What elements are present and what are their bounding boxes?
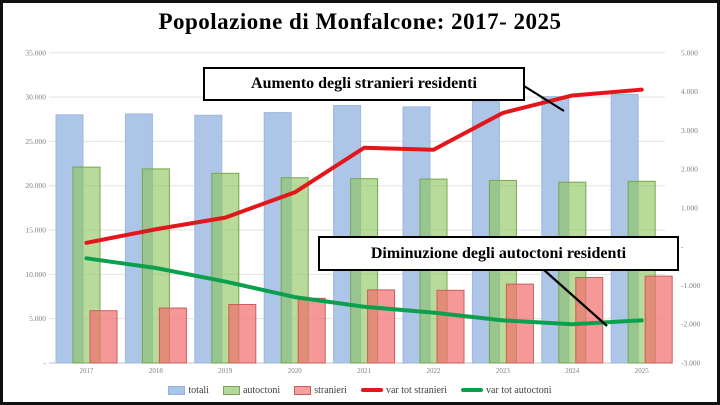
- left-axis-tick-label: 15.000: [25, 226, 46, 235]
- left-axis-tick-label: 30.000: [25, 93, 46, 102]
- right-axis-tick-label: -1.000: [681, 281, 701, 290]
- annotation-diminuzione-autoctoni-text: Diminuzione degli autoctoni residenti: [370, 244, 627, 262]
- annotation-aumento-stranieri-text: Aumento degli stranieri residenti: [251, 75, 477, 92]
- x-axis-label-2025: 2025: [635, 367, 650, 375]
- left-axis-tick-label: 25.000: [25, 137, 46, 146]
- x-axis-label-2024: 2024: [565, 367, 580, 375]
- legend-label: autoctoni: [242, 384, 281, 396]
- right-axis-tick-label: 4.000: [681, 87, 698, 96]
- connector-diminuzione-autoctoni: [543, 269, 608, 327]
- bar-stranieri-2022: [436, 289, 465, 364]
- left-axis-tick-label: -: [44, 359, 47, 368]
- right-axis-tick-label: -3.000: [681, 359, 701, 368]
- bar-stranieri-2020: [297, 297, 326, 364]
- bar-stranieri-2025: [644, 275, 673, 364]
- legend-label: var tot stranieri: [385, 384, 448, 396]
- legend-swatch-var-tot-stranieri: [360, 388, 383, 392]
- left-axis-tick-label: 5.000: [29, 314, 46, 323]
- left-axis-tick-label: 35.000: [25, 48, 46, 57]
- legend-item-autoctoni: autoctoni: [222, 384, 281, 396]
- x-axis-label-2021: 2021: [357, 367, 372, 375]
- bar-stranieri-2019: [228, 304, 257, 364]
- legend-item-stranieri: stranieri: [294, 385, 347, 396]
- x-axis-label-2017: 2017: [80, 367, 95, 375]
- legend-swatch-var-tot-autoctoni: [461, 388, 484, 392]
- legend-label: stranieri: [314, 384, 347, 396]
- legend-swatch-autoctoni: [222, 385, 240, 395]
- right-axis-tick-label: 5.000: [681, 48, 698, 57]
- bar-stranieri-2017: [89, 310, 118, 364]
- legend-item-var-tot-stranieri: var tot stranieri: [360, 384, 448, 396]
- annotation-diminuzione-autoctoni: Diminuzione degli autoctoni residenti: [318, 236, 679, 271]
- x-axis-label-2019: 2019: [218, 367, 233, 375]
- legend-item-totali: totali: [168, 385, 209, 396]
- connector-aumento-stranieri: [523, 85, 565, 112]
- x-axis-label-2022: 2022: [427, 367, 442, 375]
- chart-legend: totali autoctoni stranieri var tot stranier…: [3, 379, 717, 401]
- x-axis-label-2023: 2023: [496, 367, 511, 375]
- chart-title: Popolazione di Monfalcone: 2017- 2025: [158, 9, 562, 34]
- legend-item-var-tot-autoctoni: var tot autoctoni: [461, 385, 552, 396]
- x-axis-label-2020: 2020: [288, 367, 303, 375]
- chart-canvas: 35.000 30.000 25.000 20.000 15.000 10.000 5.00…: [25, 48, 701, 375]
- right-axis-tick-label: -: [681, 242, 684, 251]
- legend-swatch-stranieri: [294, 385, 312, 395]
- right-axis-tick-label: 3.000: [681, 126, 698, 135]
- legend-label: totali: [188, 384, 209, 396]
- legend-swatch-totali: [168, 385, 186, 395]
- bar-stranieri-2021: [367, 289, 396, 364]
- x-axis-label-2018: 2018: [149, 367, 164, 375]
- right-axis-tick-label: 1.000: [681, 203, 698, 212]
- legend-label: var tot autoctoni: [486, 384, 552, 396]
- right-axis-tick-label: -2.000: [681, 320, 701, 329]
- right-axis-tick-label: 2.000: [681, 165, 698, 174]
- annotation-aumento-stranieri: Aumento degli stranieri residenti: [203, 67, 525, 101]
- line-var-tot-autoctoni: [84, 256, 644, 327]
- bar-stranieri-2018: [158, 307, 187, 364]
- left-axis-tick-label: 20.000: [25, 181, 46, 190]
- bar-stranieri-2024: [575, 276, 604, 364]
- left-axis-tick-label: 10.000: [25, 270, 46, 279]
